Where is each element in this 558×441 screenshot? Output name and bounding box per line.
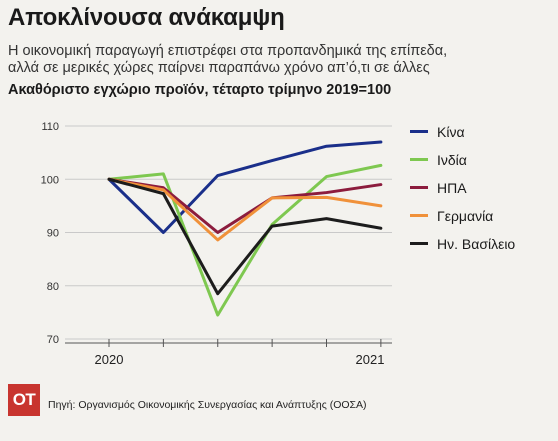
subtitle-line-2: αλλά σε μερικές χώρες παίρνει παραπάνω χ… xyxy=(8,60,430,76)
legend-item: Ην. Βασίλειο xyxy=(410,234,550,254)
legend-label: Κίνα xyxy=(437,124,465,140)
x-tick-label: 2021 xyxy=(356,352,385,367)
legend-item: ΗΠΑ xyxy=(410,178,550,198)
legend-label: ΗΠΑ xyxy=(437,180,467,196)
series-line-Ινδία xyxy=(107,163,383,317)
legend-swatch xyxy=(410,157,428,161)
legend-label: Ινδία xyxy=(437,152,467,168)
ot-logo: OT xyxy=(8,384,40,416)
legend-label: Γερμανία xyxy=(437,208,494,224)
legend-swatch xyxy=(410,185,428,189)
series-line-Ην. Βασίλειο xyxy=(107,177,383,296)
series-line-Κίνα xyxy=(107,140,383,234)
legend-item: Γερμανία xyxy=(410,206,550,226)
legend-swatch xyxy=(410,213,428,217)
y-tick-label: 80 xyxy=(47,281,59,293)
y-tick-label: 70 xyxy=(47,334,59,346)
y-tick-label: 110 xyxy=(41,121,59,133)
y-tick-label: 90 xyxy=(47,228,59,240)
series-line-Γερμανία xyxy=(107,177,383,242)
legend-swatch xyxy=(410,241,428,245)
chart-title: Αποκλίνουσα ανάκαμψη xyxy=(8,4,285,31)
legend-label: Ην. Βασίλειο xyxy=(437,236,516,252)
subtitle-line-1: Η οικονομική παραγωγή επιστρέφει στα προ… xyxy=(8,43,448,59)
chart-subtitle: Η οικονομική παραγωγή επιστρέφει στα προ… xyxy=(8,43,548,77)
series-line-ΗΠΑ xyxy=(107,177,383,234)
source-note: Πηγή: Οργανισμός Οικονομικής Συνεργασίας… xyxy=(48,399,367,411)
chart-measure-label: Ακαθόριστο εγχώριο προϊόν, τέταρτο τρίμη… xyxy=(8,82,392,98)
legend-swatch xyxy=(410,129,428,133)
legend-item: Κίνα xyxy=(410,122,550,142)
legend-item: Ινδία xyxy=(410,150,550,170)
x-tick-label: 2020 xyxy=(95,352,124,367)
y-tick-label: 100 xyxy=(41,174,59,186)
